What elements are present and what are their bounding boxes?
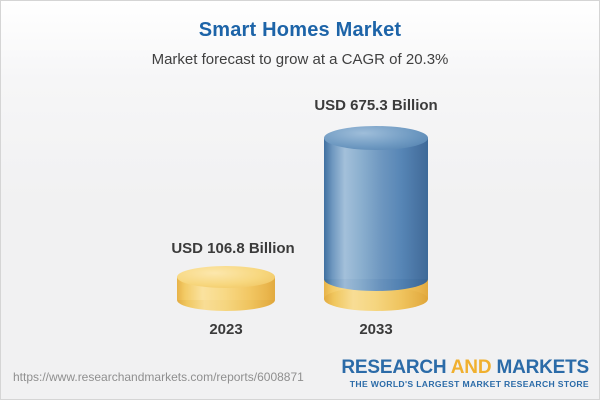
logo-wordmark: RESEARCH AND MARKETS [341, 358, 589, 377]
bar-2023-cylinder [177, 266, 275, 311]
research-and-markets-logo: RESEARCH AND MARKETS THE WORLD'S LARGEST… [341, 358, 589, 389]
axis-label-2023: 2023 [209, 321, 243, 338]
logo-word-markets: MARKETS [496, 357, 589, 378]
bar-2033-body [324, 138, 428, 279]
value-label-2033: USD 675.3 Billion [314, 97, 438, 114]
logo-tagline: THE WORLD'S LARGEST MARKET RESEARCH STOR… [349, 379, 589, 389]
logo-word-research: RESEARCH [341, 357, 447, 378]
source-url: https://www.researchandmarkets.com/repor… [13, 370, 304, 384]
axis-label-2033: 2033 [359, 321, 393, 338]
chart-subtitle: Market forecast to grow at a CAGR of 20.… [151, 51, 449, 68]
bar-2033-base-bottom-ellipse [324, 287, 428, 311]
value-label-2023: USD 106.8 Billion [171, 240, 295, 257]
bar-2023-top-ellipse [177, 266, 275, 288]
bar-2033-top-ellipse [324, 126, 428, 150]
logo-word-and: AND [450, 357, 492, 378]
chart-title: Smart Homes Market [198, 19, 402, 41]
bar-2033-cylinder [324, 126, 428, 311]
